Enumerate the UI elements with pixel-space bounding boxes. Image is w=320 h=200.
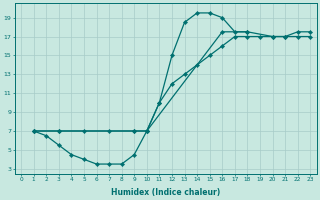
- X-axis label: Humidex (Indice chaleur): Humidex (Indice chaleur): [111, 188, 220, 197]
